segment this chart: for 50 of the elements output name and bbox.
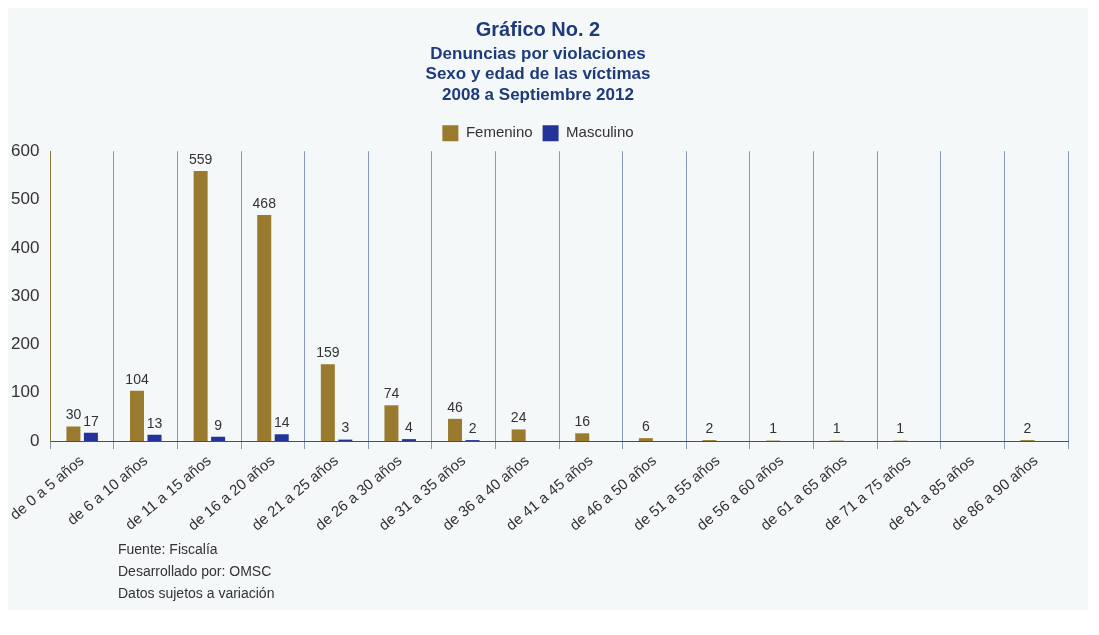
legend-label: Femenino [465, 123, 533, 141]
data-label: 4 [405, 418, 414, 435]
data-label: 1 [769, 420, 778, 437]
source-note: Fuente: Fiscalía [118, 540, 219, 559]
data-label: 2 [468, 419, 477, 436]
data-label: 6 [641, 418, 650, 435]
bar [274, 434, 289, 442]
data-label: 13 [146, 414, 163, 431]
data-label: 159 [316, 344, 340, 361]
bar [211, 436, 226, 442]
y-tick-label: 0 [29, 430, 40, 450]
y-tick-label: 200 [10, 334, 40, 354]
bar [511, 429, 526, 442]
data-label: 2 [705, 419, 714, 436]
bar [83, 432, 98, 442]
data-label: 30 [65, 406, 82, 423]
data-label: 9 [214, 416, 223, 433]
chart-title: Gráfico No. 2 [475, 17, 601, 40]
bar [130, 390, 145, 442]
legend-label: Masculino [566, 123, 634, 141]
data-label: 46 [447, 398, 464, 415]
data-label: 16 [574, 413, 591, 430]
data-label: 3 [341, 419, 350, 436]
data-label: 24 [510, 409, 527, 426]
data-label: 559 [188, 150, 213, 167]
y-tick-label: 500 [10, 189, 40, 209]
data-label: 104 [125, 370, 149, 387]
data-label: 17 [83, 412, 99, 429]
data-label: 1 [832, 420, 841, 437]
y-tick-label: 100 [10, 382, 40, 402]
bar [320, 364, 335, 442]
data-label: 74 [383, 385, 400, 402]
data-label: 14 [273, 414, 290, 431]
chart-subtitle: Denuncias por violaciones Sexo y edad de las víctimas 2008 a Septiembre 2012 [425, 43, 651, 104]
bar [193, 171, 208, 442]
y-tick-label: 400 [10, 237, 40, 257]
bar [638, 438, 653, 442]
data-label: 1 [896, 420, 905, 437]
bar [575, 433, 590, 442]
bar [147, 434, 162, 442]
bar [257, 214, 272, 442]
data-label: 468 [252, 194, 277, 211]
text: Desarrollado por: OMSC [118, 562, 273, 581]
bar [66, 426, 81, 442]
data-label: 2 [1023, 419, 1032, 436]
y-tick-label: 300 [10, 285, 40, 305]
y-tick-label: 600 [10, 140, 40, 160]
bar [384, 405, 399, 442]
text: Datos sujetos a variación [118, 584, 276, 603]
bar [448, 418, 463, 442]
